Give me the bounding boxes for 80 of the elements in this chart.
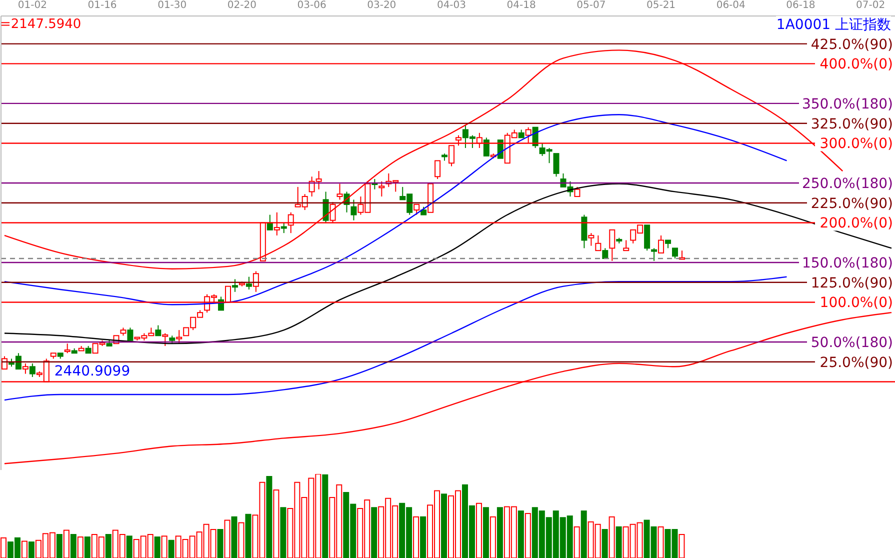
- bar: [322, 474, 328, 558]
- x-tick-label: 04-03: [436, 0, 466, 11]
- bar: [420, 516, 426, 558]
- x-tick-label: 03-06: [297, 0, 326, 11]
- bar: [441, 494, 448, 558]
- bar: [154, 536, 160, 558]
- bar: [496, 507, 503, 558]
- ref-line-label: 125.0%(90): [810, 275, 893, 292]
- ref-line-label: 400.0%(0): [820, 56, 893, 73]
- ref-line-label: 350.0%(180): [802, 96, 893, 112]
- x-tick-label: 05-21: [646, 0, 676, 11]
- candlestick: [581, 214, 588, 249]
- candlestick: [483, 137, 490, 156]
- bar: [602, 528, 608, 558]
- x-tick-label: 01-02: [18, 0, 47, 11]
- bar: [126, 536, 132, 558]
- annotation: 2440.9099: [54, 364, 130, 380]
- bar: [518, 510, 524, 558]
- candlestick: [651, 248, 658, 262]
- candlestick: [378, 180, 385, 197]
- ref-line-label: 100.0%(0): [820, 295, 893, 312]
- x-tick-label: 06-18: [786, 0, 816, 11]
- bar: [231, 516, 238, 558]
- candlestick: [434, 160, 441, 180]
- bar: [245, 514, 252, 558]
- ref-line-label: 150.0%(180): [802, 255, 893, 272]
- bar: [482, 507, 489, 558]
- candlestick: [176, 330, 182, 344]
- ref-line-label: 225.0%(90): [810, 196, 893, 212]
- bar: [84, 536, 90, 558]
- x-tick-label: 04-18: [506, 0, 536, 11]
- candlestick: [553, 153, 560, 178]
- ref-line-label: 300.0%(0): [820, 136, 893, 152]
- ref-line-label: 425.0%(90): [810, 36, 893, 53]
- candlestick: [672, 248, 678, 260]
- x-tick-label: 05-07: [576, 0, 606, 11]
- x-tick-label: 01-16: [88, 0, 117, 11]
- x-tick-label: 06-04: [716, 0, 746, 11]
- bar: [217, 528, 224, 558]
- chart-subtitle: 1A0001 上证指数: [776, 16, 891, 34]
- bar: [28, 542, 34, 558]
- candlestick: [22, 362, 28, 374]
- candlestick: [252, 270, 259, 292]
- candlestick: [644, 224, 650, 252]
- bar: [280, 507, 286, 558]
- ref-line-label: 200.0%(0): [820, 216, 893, 232]
- candlestick: [232, 278, 238, 292]
- bar: [371, 507, 378, 558]
- candlestick: [336, 183, 343, 200]
- candlestick: [246, 276, 252, 290]
- candlestick: [350, 199, 357, 221]
- bar: [580, 510, 587, 558]
- annotation: =2147.5940: [0, 17, 82, 32]
- x-tick-label: 02-20: [227, 0, 256, 11]
- candlestick: [127, 327, 134, 341]
- ref-line-label: 250.0%(180): [802, 176, 893, 192]
- bar: [266, 476, 272, 558]
- bar: [616, 526, 622, 558]
- candlestick: [155, 324, 162, 336]
- bar: [70, 534, 76, 558]
- candlestick: [162, 332, 168, 346]
- candlestick: [595, 234, 602, 252]
- ref-line-label: 50.0%(180): [810, 334, 893, 351]
- candlestick: [64, 343, 70, 354]
- bar: [168, 540, 174, 558]
- x-tick-label: 03-20: [367, 0, 396, 11]
- candlestick: [574, 186, 580, 197]
- candlestick: [414, 204, 420, 216]
- candlestick: [658, 234, 664, 254]
- candlestick: [588, 232, 594, 246]
- ref-line-label: 325.0%(90): [810, 116, 893, 132]
- candlestick: [29, 362, 36, 378]
- candlestick: [623, 240, 630, 252]
- x-tick-label: 07-02: [856, 0, 886, 11]
- bar: [105, 534, 112, 558]
- candlestick: [280, 222, 287, 234]
- candlestick: [609, 229, 616, 262]
- bar: [56, 534, 62, 558]
- x-tick-label: 01-30: [158, 0, 187, 11]
- ref-line-label: 25.0%(90): [820, 354, 893, 371]
